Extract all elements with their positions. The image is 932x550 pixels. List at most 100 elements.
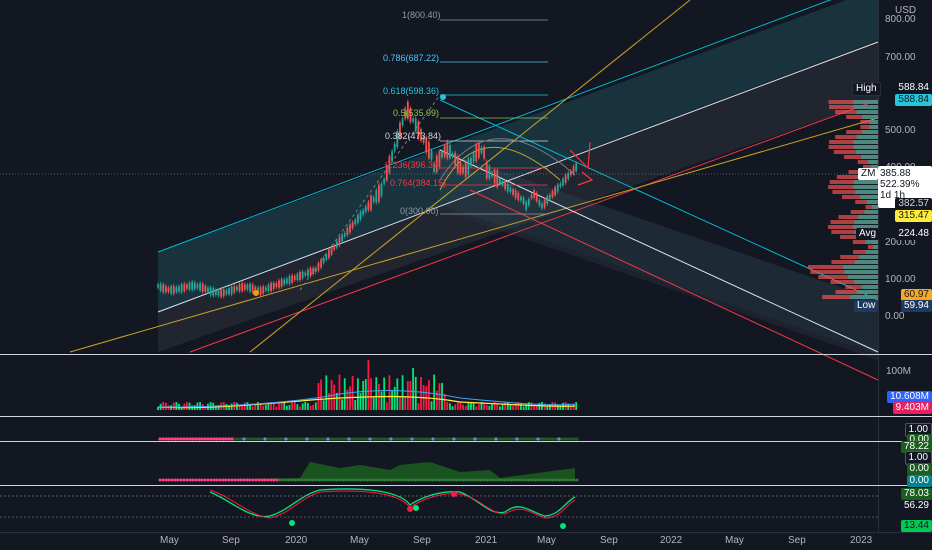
candle-body [543, 199, 546, 208]
volume-bar [512, 405, 514, 410]
indicator-dot-2 [236, 478, 240, 482]
candle-body [170, 286, 173, 294]
dashed-trend[interactable] [299, 94, 441, 291]
indicator-dot-2 [488, 478, 492, 482]
down-channel-cyan[interactable] [439, 99, 879, 301]
volume-profile-bar-up [854, 260, 878, 264]
candle-body [296, 274, 299, 280]
price-tick: 100.00 [885, 274, 916, 285]
indicator-dot-2 [563, 478, 567, 482]
candle-body [396, 131, 399, 147]
indicator-dot-2 [275, 478, 279, 482]
indicator-dot [287, 437, 291, 441]
volume-bar [351, 376, 354, 410]
pane-separator[interactable] [0, 441, 932, 442]
fib-retracement[interactable] [440, 19, 548, 215]
indicator-dot [479, 437, 483, 441]
channel-lower-band[interactable] [440, 150, 878, 355]
candle-body [180, 284, 183, 293]
indicator-dot [374, 437, 378, 441]
candle-body [412, 118, 415, 122]
time-tick: May [160, 535, 179, 546]
indicator-dot [209, 437, 213, 441]
indicator-dot [518, 437, 522, 441]
indicator-dot-2 [323, 478, 327, 482]
volume-bar [356, 378, 359, 410]
candle-body [270, 283, 272, 291]
indicator-dot-2 [386, 478, 390, 482]
volume-bar [372, 397, 375, 410]
indicator-dot [500, 437, 504, 441]
volume-bar [259, 402, 262, 410]
candle-body [335, 241, 338, 248]
candle-body [220, 289, 223, 297]
indicator-dot-2 [470, 478, 474, 482]
indicator-dot [194, 437, 198, 441]
down-channel-crimson[interactable] [469, 189, 879, 381]
candle-body [380, 183, 383, 197]
candle-body [388, 156, 391, 173]
volume-profile-bar-up [850, 295, 878, 299]
indicator-dot-2 [410, 478, 414, 482]
fan-line-gold[interactable] [249, 0, 691, 353]
down-channel-white[interactable] [439, 149, 879, 353]
indicator-dot [464, 437, 468, 441]
volume-bar [399, 395, 401, 410]
volume-profile-bar [836, 175, 878, 179]
pane-separator[interactable] [0, 485, 932, 486]
candle-body [285, 278, 288, 284]
indicator-dot-2 [503, 478, 507, 482]
indicator-dot-2 [239, 478, 243, 482]
indicator-dot-2 [485, 478, 489, 482]
candle-body [551, 191, 554, 197]
volume-bar [427, 380, 430, 410]
volume-bar [530, 402, 533, 410]
candle-body [499, 178, 501, 184]
candle-body [425, 137, 428, 153]
volume-bar [199, 402, 201, 410]
volume-bar [214, 405, 217, 410]
volume-bar [525, 404, 528, 410]
volume-profile-bar-up [859, 255, 878, 259]
indicator-dot [227, 437, 231, 441]
indicator-dot [263, 437, 267, 441]
volume-profile-bar-up [869, 120, 878, 124]
candle-body [546, 196, 549, 204]
indicator-dot-2 [530, 478, 534, 482]
channel-upper-band[interactable] [158, 0, 878, 312]
candle-body [193, 282, 196, 290]
indicator-badge: 0.00 [906, 463, 932, 475]
pane-separator[interactable] [0, 354, 932, 355]
time-tick: 2022 [660, 535, 683, 546]
indicator-dot [488, 437, 492, 441]
projection-arrow-2[interactable] [577, 171, 594, 186]
indicator-dot-2 [554, 478, 558, 482]
candle-body [346, 228, 349, 236]
volume-profile-bar-up [859, 195, 878, 199]
avg-value: 224.48 [895, 228, 932, 240]
candle-body [214, 290, 217, 295]
pane-separator[interactable] [0, 416, 932, 417]
channel-line-crimson[interactable] [189, 99, 879, 353]
channel-lower-band-2[interactable] [440, 205, 878, 360]
candle-body [236, 286, 238, 291]
indicator-dot-2 [455, 478, 459, 482]
indicator-dot-2 [401, 478, 405, 482]
indicator-dot [299, 437, 303, 441]
channel-line-white-mid[interactable] [157, 41, 879, 313]
indicator-dot [383, 437, 387, 441]
indicator-dot [275, 437, 279, 441]
channel-line-cyan-top[interactable] [157, 0, 878, 253]
indicator-dot [161, 437, 165, 441]
candle-body [562, 178, 564, 186]
indicator-dot [566, 437, 570, 441]
fib-arc[interactable] [439, 147, 561, 191]
projection-arrow[interactable] [569, 141, 591, 170]
trend-line-gold[interactable] [69, 117, 879, 353]
fib-arc-2[interactable] [439, 138, 576, 181]
indicator-dot [389, 437, 393, 441]
volume-badge: 10.608M [887, 391, 932, 403]
indicator-dot [368, 437, 372, 441]
